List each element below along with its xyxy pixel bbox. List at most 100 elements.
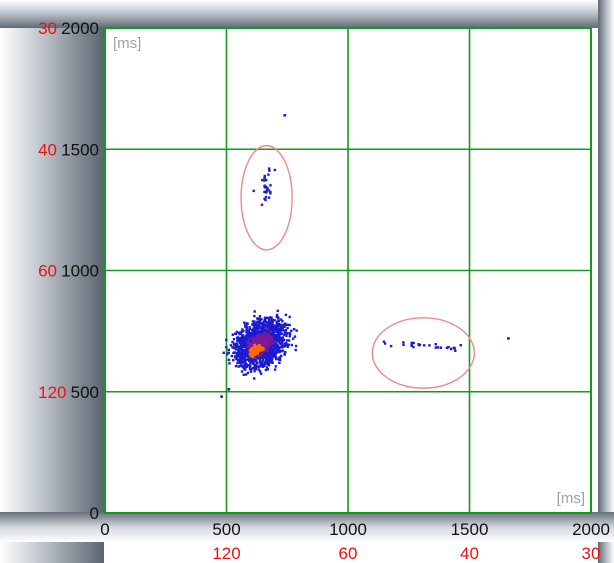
data-point	[253, 367, 256, 370]
data-point	[273, 319, 276, 322]
data-point	[260, 348, 264, 352]
data-point	[243, 343, 246, 346]
data-point	[255, 345, 258, 349]
data-point	[274, 352, 277, 355]
data-point	[280, 344, 283, 347]
data-point	[262, 320, 266, 324]
data-point	[276, 345, 280, 348]
data-point	[266, 332, 269, 336]
data-point	[258, 359, 262, 362]
data-point	[270, 324, 273, 327]
data-point	[267, 364, 271, 367]
data-point	[278, 329, 281, 332]
data-point	[246, 371, 250, 375]
data-point	[282, 338, 285, 342]
data-point	[264, 368, 268, 372]
data-point	[259, 372, 263, 375]
data-point	[288, 315, 291, 319]
data-point	[241, 336, 245, 340]
data-point	[439, 346, 442, 349]
data-point	[234, 364, 238, 368]
data-point	[272, 326, 275, 329]
data-point	[436, 346, 439, 349]
data-point	[260, 361, 263, 365]
data-point	[275, 334, 279, 337]
data-point	[263, 184, 267, 187]
data-point	[450, 347, 453, 350]
data-point	[256, 348, 260, 351]
data-point	[271, 334, 275, 338]
data-point	[280, 354, 283, 358]
data-point	[258, 317, 261, 320]
data-point	[293, 335, 297, 338]
data-point	[264, 348, 268, 352]
data-point	[257, 368, 261, 371]
data-point	[268, 320, 271, 323]
data-point	[268, 361, 271, 364]
data-point	[248, 327, 252, 331]
data-point	[287, 339, 291, 342]
data-point	[288, 323, 291, 327]
data-point	[260, 339, 263, 342]
data-point	[264, 343, 268, 347]
data-point	[267, 340, 271, 344]
data-point	[248, 326, 251, 329]
data-point	[265, 351, 268, 355]
data-point	[244, 323, 247, 326]
data-point	[237, 331, 240, 334]
data-point	[252, 340, 255, 343]
data-point	[276, 348, 279, 351]
data-point	[290, 329, 293, 332]
data-point	[268, 328, 271, 331]
data-point	[285, 332, 288, 335]
y-secondary-tick-label: 30	[38, 19, 57, 38]
data-point	[269, 347, 273, 350]
data-point	[271, 349, 275, 353]
data-point	[266, 336, 269, 340]
data-point	[279, 327, 282, 331]
data-point	[257, 338, 260, 341]
data-point	[254, 366, 257, 369]
data-point	[267, 196, 271, 199]
data-point	[253, 330, 256, 334]
data-point	[410, 344, 413, 348]
data-point	[249, 335, 253, 338]
data-point	[232, 338, 236, 341]
data-point	[256, 362, 259, 365]
data-point	[266, 186, 269, 190]
data-point	[281, 320, 284, 323]
data-point	[257, 354, 260, 357]
data-point	[239, 358, 242, 361]
data-point	[264, 195, 268, 199]
data-point	[454, 349, 457, 352]
data-point	[253, 345, 256, 349]
data-point	[253, 320, 256, 323]
data-point	[269, 355, 272, 358]
data-point	[251, 360, 254, 363]
data-point	[423, 344, 426, 347]
data-point	[261, 321, 264, 324]
data-point	[235, 330, 238, 334]
data-point	[258, 333, 262, 337]
data-point	[234, 345, 237, 349]
data-point	[283, 352, 286, 355]
data-point	[261, 339, 264, 343]
data-point	[266, 361, 269, 364]
data-point	[383, 342, 387, 345]
data-point	[265, 185, 268, 189]
data-point	[227, 351, 230, 355]
data-point	[279, 331, 282, 334]
data-point	[235, 352, 238, 355]
data-point	[266, 363, 269, 366]
data-point	[428, 344, 431, 347]
data-point	[241, 365, 245, 368]
data-point	[284, 351, 287, 354]
data-point	[261, 337, 264, 340]
data-point	[276, 316, 280, 319]
data-point	[453, 347, 456, 350]
data-point	[266, 368, 270, 371]
data-point	[288, 335, 291, 338]
data-point	[272, 324, 275, 327]
data-point	[266, 343, 270, 347]
